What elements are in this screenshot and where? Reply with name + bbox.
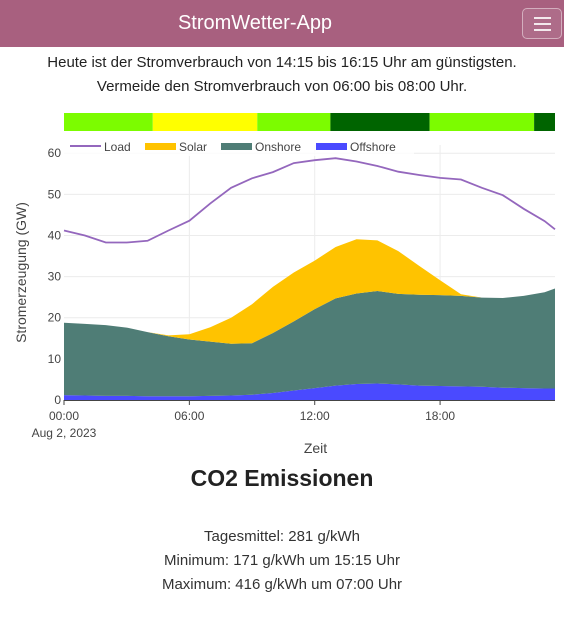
price-bar-segment (429, 113, 535, 131)
hamburger-menu-icon[interactable] (522, 8, 562, 39)
y-tick-label: 10 (48, 352, 62, 366)
co2-daily-mean: Tagesmittel: 281 g/kWh (204, 528, 360, 545)
menu-bar-line (534, 17, 551, 19)
menu-bar-line (534, 23, 551, 25)
line-load (63, 157, 556, 244)
price-bar-segment (330, 113, 430, 131)
legend-label-offshore: Offshore (350, 140, 396, 154)
power-generation-chart[interactable]: 00:00 06:00 12:00 18:00 Aug 2, 2023 Zeit 0 10 20… (0, 108, 564, 458)
app-title[interactable]: StromWetter-App (177, 12, 333, 34)
legend-swatch-offshore (316, 143, 347, 150)
navbar: StromWetter-App (0, 0, 564, 47)
area-offshore (64, 383, 555, 400)
y-tick-label: 60 (48, 146, 62, 160)
price-bar-segment (152, 113, 258, 131)
co2-emissions-title: CO2 Emissionen (190, 465, 374, 491)
y-tick-label: 30 (48, 270, 62, 284)
x-tick-label: 12:00 (300, 409, 330, 423)
co2-minimum: Minimum: 171 g/kWh um 15:15 Uhr (164, 552, 400, 569)
x-tick-label: 18:00 (425, 409, 455, 423)
avoid-time-message: Vermeide den Stromverbrauch von 06:00 bi… (96, 78, 468, 95)
area-solar (64, 239, 555, 344)
area-onshore (64, 288, 555, 397)
menu-bar-line (534, 29, 551, 31)
co2-maximum: Maximum: 416 g/kWh um 07:00 Uhr (161, 576, 403, 593)
legend-label-onshore: Onshore (255, 140, 301, 154)
y-tick-label: 40 (48, 228, 62, 242)
legend-swatch-solar (145, 143, 176, 150)
price-bar-segment (257, 113, 331, 131)
y-tick-label: 50 (48, 187, 62, 201)
price-bar-segment (534, 113, 555, 131)
x-date-label: Aug 2, 2023 (32, 426, 97, 440)
x-axis-title: Zeit (304, 440, 327, 456)
y-tick-label: 0 (54, 393, 61, 407)
x-tick-label: 00:00 (49, 409, 79, 423)
y-tick-label: 20 (48, 311, 62, 325)
y-axis-title: Stromerzeugung (GW) (13, 202, 29, 343)
legend-label-load: Load (104, 140, 131, 154)
legend-label-solar: Solar (179, 140, 207, 154)
price-bar-segment (64, 113, 153, 131)
cheapest-time-message: Heute ist der Stromverbrauch von 14:15 b… (47, 54, 517, 71)
legend-swatch-onshore (221, 143, 252, 150)
x-tick-label: 06:00 (174, 409, 204, 423)
